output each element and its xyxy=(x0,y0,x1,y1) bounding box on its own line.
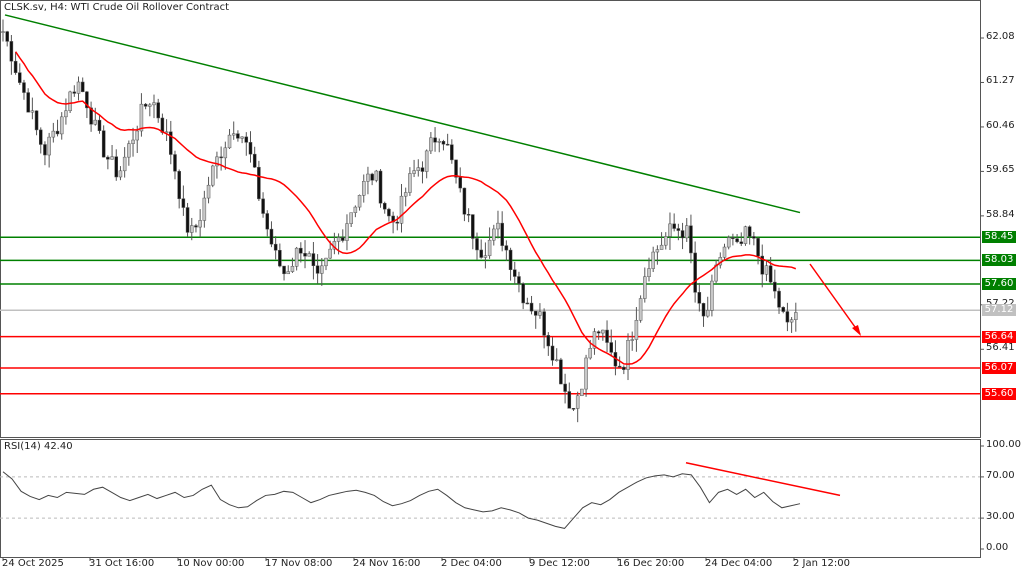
price-tick-label: 56.41 xyxy=(986,342,1015,354)
price-tick-label: 61.27 xyxy=(986,75,1015,87)
rsi-tick-label: 30.00 xyxy=(986,511,1015,523)
price-level-tag: 55.60 xyxy=(982,387,1016,400)
rsi-trendline xyxy=(685,462,841,497)
price-tick-label: 60.46 xyxy=(986,119,1015,131)
time-tick-label: 24 Dec 04:00 xyxy=(705,558,773,569)
price-level-tag: 57.60 xyxy=(982,277,1016,290)
price-level-tag: 57.12 xyxy=(982,304,1016,317)
time-tick-label: 9 Dec 12:00 xyxy=(529,558,590,569)
price-tick-label: 62.08 xyxy=(986,31,1015,42)
rsi-tick-label: 70.00 xyxy=(986,469,1015,481)
rsi-pane xyxy=(0,439,981,558)
descending-trendline xyxy=(4,14,801,214)
price-tick-label: 58.84 xyxy=(986,208,1015,220)
time-tick-label: 10 Nov 00:00 xyxy=(177,558,245,569)
rsi-label: RSI(14) 42.40 xyxy=(4,441,73,452)
time-tick-label: 31 Oct 16:00 xyxy=(89,558,155,569)
price-level-tag: 58.03 xyxy=(982,254,1016,267)
price-tick-label: 59.65 xyxy=(986,164,1015,176)
moving-average-line xyxy=(14,51,797,365)
main-pane xyxy=(0,0,981,438)
time-tick-label: 2 Jan 12:00 xyxy=(793,558,850,569)
time-tick-label: 16 Dec 20:00 xyxy=(617,558,685,569)
rsi-tick-label: 0.00 xyxy=(986,542,1009,553)
projection-arrow xyxy=(809,263,861,335)
price-level-tag: 58.45 xyxy=(982,231,1016,244)
chart-title: CLSK.sv, H4: WTI Crude Oil Rollover Cont… xyxy=(4,2,230,13)
time-tick-label: 2 Dec 04:00 xyxy=(441,558,502,569)
time-tick-label: 24 Oct 2025 xyxy=(2,558,64,569)
price-tick-label: 57.22 xyxy=(986,298,1015,309)
price-level-tag: 56.64 xyxy=(982,330,1016,343)
rsi-tick-label: 100.00 xyxy=(986,439,1021,450)
price-level-tag: 56.07 xyxy=(982,361,1016,374)
time-tick-label: 17 Nov 08:00 xyxy=(265,558,333,569)
rsi-line xyxy=(2,471,801,529)
time-tick-label: 24 Nov 16:00 xyxy=(353,558,421,569)
